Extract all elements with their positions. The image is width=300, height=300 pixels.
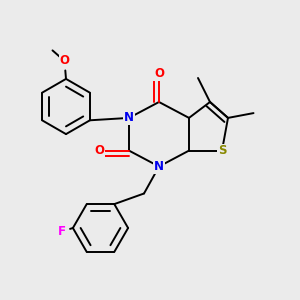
- Text: S: S: [218, 144, 226, 157]
- Text: O: O: [94, 144, 104, 157]
- Text: O: O: [59, 54, 70, 68]
- Text: N: N: [124, 111, 134, 124]
- Text: O: O: [154, 67, 164, 80]
- Text: F: F: [58, 225, 65, 238]
- Text: N: N: [154, 160, 164, 173]
